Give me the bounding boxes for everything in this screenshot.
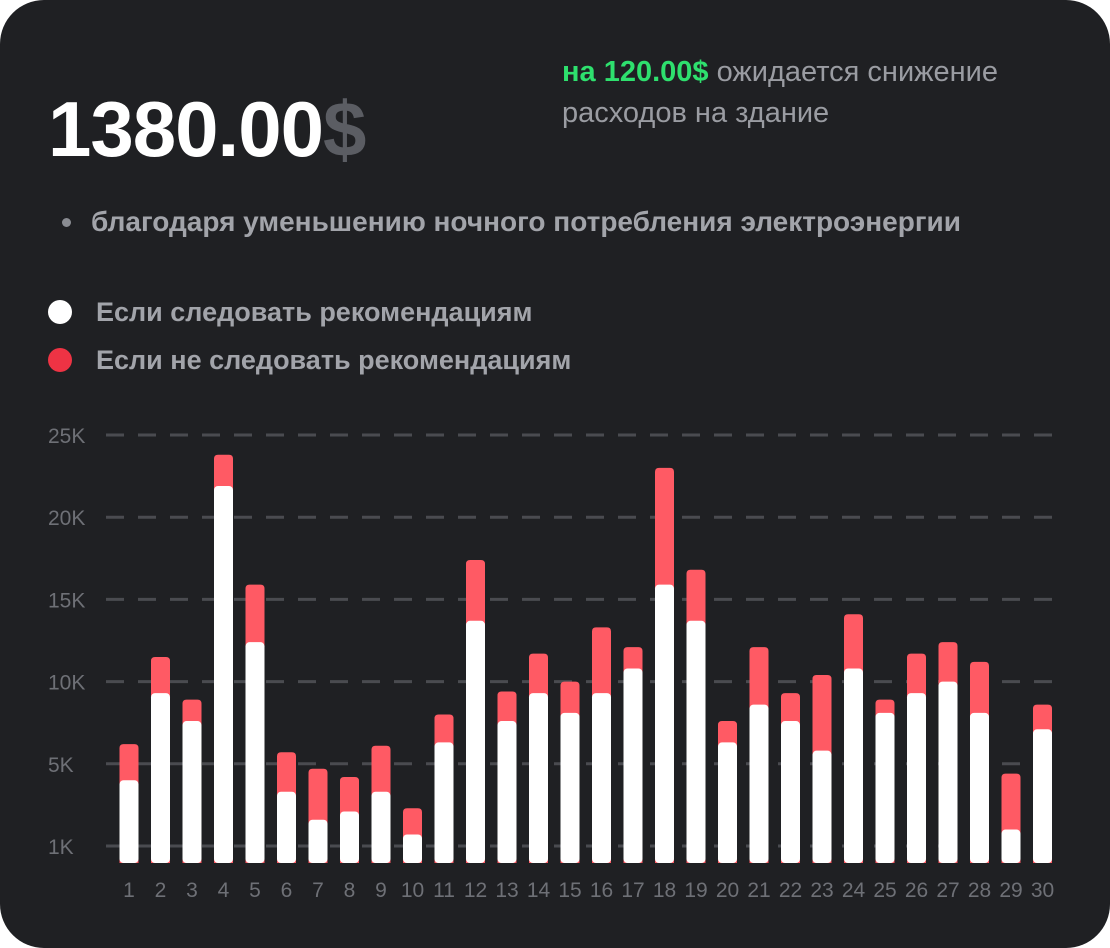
bar-follow bbox=[403, 834, 422, 863]
bar-follow bbox=[1001, 829, 1021, 863]
x-tick-label: 4 bbox=[218, 879, 230, 902]
bar-follow bbox=[529, 693, 548, 863]
x-tick-label: 30 bbox=[1031, 879, 1054, 902]
bar-follow bbox=[1033, 729, 1052, 863]
bar-follow bbox=[151, 693, 170, 863]
x-tick-label: 14 bbox=[527, 879, 551, 902]
bullet-icon bbox=[62, 217, 71, 227]
x-tick-label: 21 bbox=[747, 879, 770, 902]
bar-follow bbox=[277, 791, 296, 863]
bar-follow bbox=[182, 721, 202, 863]
x-tick-label: 29 bbox=[999, 879, 1022, 902]
bar-follow bbox=[434, 742, 454, 863]
x-tick-label: 7 bbox=[312, 879, 324, 902]
y-tick-label: 15K bbox=[48, 589, 85, 612]
bar-follow bbox=[466, 620, 485, 863]
chart-legend: Если следовать рекомендациям Если не сле… bbox=[48, 288, 571, 384]
bar-follow bbox=[340, 811, 359, 863]
legend-swatch-follow bbox=[48, 300, 72, 324]
x-tick-label: 10 bbox=[401, 879, 424, 902]
currency-symbol: $ bbox=[322, 85, 366, 173]
bar-follow bbox=[844, 668, 863, 863]
x-tick-label: 16 bbox=[590, 879, 613, 902]
bar-follow bbox=[875, 712, 895, 863]
bar-follow bbox=[938, 681, 958, 863]
x-tick-label: 20 bbox=[716, 879, 739, 902]
bar-follow bbox=[560, 712, 580, 863]
x-tick-label: 11 bbox=[433, 879, 455, 902]
y-tick-label: 10K bbox=[48, 672, 85, 695]
saving-note: на 120.00$ ожидается снижение расходов н… bbox=[562, 52, 1082, 134]
x-tick-label: 3 bbox=[186, 879, 198, 902]
total-amount: 1380.00$ bbox=[48, 90, 366, 168]
saving-text: ожидается снижение расходов на здание bbox=[562, 56, 999, 129]
bar-follow bbox=[623, 668, 643, 863]
amount-value: 1380.00 bbox=[48, 85, 324, 173]
reason-text: благодаря уменьшению ночного потребления… bbox=[91, 206, 961, 237]
x-tick-label: 1 bbox=[123, 879, 135, 902]
x-tick-label: 12 bbox=[464, 879, 487, 902]
x-tick-label: 22 bbox=[779, 879, 802, 902]
bar-follow bbox=[119, 780, 139, 863]
x-tick-label: 23 bbox=[810, 879, 833, 902]
x-tick-label: 6 bbox=[281, 879, 293, 902]
y-tick-label: 20K bbox=[48, 507, 85, 530]
x-tick-label: 2 bbox=[155, 879, 167, 902]
bar-follow bbox=[781, 721, 800, 863]
x-tick-label: 15 bbox=[558, 879, 581, 902]
bar-follow bbox=[655, 584, 674, 863]
y-tick-label: 1K bbox=[48, 836, 74, 859]
legend-label-not-follow: Если не следовать рекомендациям bbox=[96, 344, 572, 375]
x-tick-label: 8 bbox=[344, 879, 356, 902]
bar-follow bbox=[812, 750, 832, 863]
y-tick-label: 5K bbox=[48, 754, 74, 777]
bar-follow bbox=[686, 620, 706, 863]
bar-follow bbox=[308, 819, 328, 863]
saving-amount: на 120.00$ bbox=[562, 56, 709, 88]
x-tick-label: 5 bbox=[249, 879, 261, 902]
bar-follow bbox=[497, 721, 517, 863]
x-tick-label: 25 bbox=[873, 879, 896, 902]
x-tick-label: 19 bbox=[684, 879, 707, 902]
bar-follow bbox=[718, 742, 737, 863]
x-tick-label: 13 bbox=[495, 879, 518, 902]
bar-follow bbox=[371, 791, 391, 863]
bar-follow bbox=[907, 693, 926, 863]
x-tick-label: 17 bbox=[621, 879, 644, 902]
x-tick-label: 9 bbox=[375, 879, 387, 902]
x-tick-label: 26 bbox=[905, 879, 928, 902]
reason-note: благодаря уменьшению ночного потребления… bbox=[62, 206, 961, 238]
bar-follow bbox=[245, 642, 265, 863]
legend-label-follow: Если следовать рекомендациям bbox=[96, 296, 533, 327]
legend-swatch-not-follow bbox=[48, 348, 72, 372]
y-tick-label: 25K bbox=[48, 425, 85, 448]
bar-follow bbox=[970, 712, 989, 863]
bar-follow bbox=[214, 485, 233, 863]
legend-item-not-follow: Если не следовать рекомендациям bbox=[48, 336, 571, 384]
x-tick-label: 24 bbox=[842, 879, 866, 902]
legend-item-follow: Если следовать рекомендациям bbox=[48, 288, 571, 336]
bar-follow bbox=[592, 693, 611, 863]
bar-follow bbox=[749, 704, 769, 863]
x-tick-label: 18 bbox=[653, 879, 676, 902]
x-tick-label: 27 bbox=[936, 879, 959, 902]
x-tick-label: 28 bbox=[968, 879, 991, 902]
